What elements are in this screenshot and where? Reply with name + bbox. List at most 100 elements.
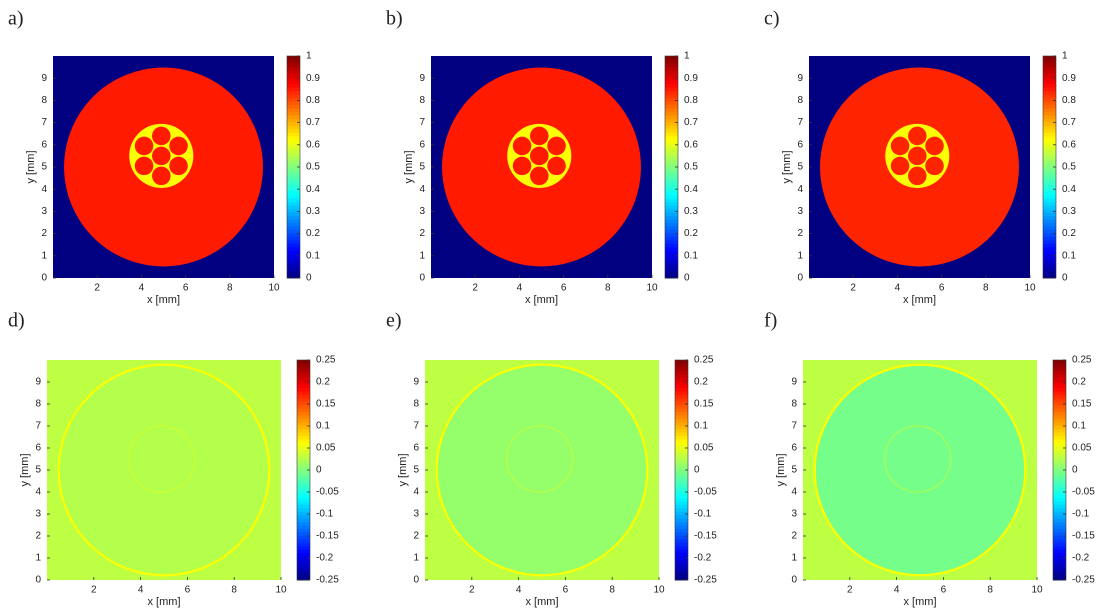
colorbar-tick-label: -0.05 (316, 487, 339, 498)
colorbar-cell (675, 391, 688, 395)
colorbar-cell (297, 388, 310, 392)
colorbar-cell (1043, 250, 1056, 254)
colorbar-tick-label: 0.8 (1062, 95, 1076, 106)
colorbar-cell (1053, 511, 1066, 515)
colorbar-cell (297, 573, 310, 577)
y-tick-label: 5 (419, 162, 425, 173)
colorbar-cell (1053, 449, 1066, 453)
colorbar-tick-label: 0.1 (694, 421, 708, 432)
image (809, 56, 1030, 278)
y-tick-label: 0 (41, 273, 47, 284)
colorbar-cell (1053, 539, 1066, 543)
colorbar-cell (675, 443, 688, 447)
region (925, 137, 944, 156)
colorbar-cell (297, 525, 310, 529)
colorbar-cell (287, 191, 300, 195)
x-axis-label: x [mm] (904, 596, 937, 608)
colorbar-cell (287, 132, 300, 136)
y-axis-label: y [mm] (403, 151, 415, 184)
colorbar-tick-label: -0.25 (316, 575, 339, 586)
region (908, 167, 927, 186)
colorbar-cell (297, 418, 310, 422)
y-tick-label: 3 (413, 509, 419, 520)
colorbar-cell (1053, 487, 1066, 491)
colorbar-cell (675, 518, 688, 522)
colorbar-tick-label: -0.15 (316, 531, 339, 542)
colorbar-cell (665, 195, 678, 199)
panel: c)2468100123456789x [mm]y [mm]00.10.20.3… (764, 8, 1076, 306)
colorbar-cell (675, 559, 688, 563)
colorbar-cell (1053, 394, 1066, 398)
colorbar-cell (1053, 384, 1066, 388)
colorbar-cell (665, 240, 678, 244)
colorbar-cell (665, 66, 678, 70)
colorbar-cell (297, 549, 310, 553)
colorbar-cell (287, 257, 300, 261)
y-tick-label: 9 (419, 73, 425, 84)
colorbar-cell (297, 408, 310, 412)
colorbar-cell (675, 449, 688, 453)
colorbar-cell (1043, 223, 1056, 227)
x-tick-label: 8 (227, 283, 233, 294)
colorbar-cell (287, 98, 300, 102)
y-tick-label: 6 (419, 139, 425, 150)
colorbar-cell (675, 360, 688, 364)
panel-label: a) (8, 8, 24, 30)
colorbar-cell (1053, 532, 1066, 536)
colorbar-cell (675, 394, 688, 398)
colorbar-tick-label: 0.1 (1062, 250, 1076, 261)
colorbar-tick-label: 0.5 (1062, 162, 1076, 173)
colorbar-cell (1053, 559, 1066, 563)
colorbar-cell (1043, 77, 1056, 81)
colorbar-tick-label: 0.6 (1062, 139, 1076, 150)
y-tick-label: 6 (791, 443, 797, 454)
colorbar-cell (297, 473, 310, 477)
colorbar-cell (1053, 388, 1066, 392)
colorbar-cell (1043, 153, 1056, 157)
panel: d)2468100123456789x [mm]y [mm]-0.25-0.2-… (8, 310, 339, 608)
colorbar-cell (1043, 177, 1056, 181)
colorbar-cell (297, 436, 310, 440)
colorbar-cell (665, 198, 678, 202)
colorbar-cell (1043, 118, 1056, 122)
y-tick-label: 2 (413, 531, 419, 542)
colorbar-cell (287, 153, 300, 157)
colorbar-cell (287, 157, 300, 161)
region (547, 157, 566, 176)
x-axis-label: x [mm] (525, 294, 558, 306)
colorbar-cell (297, 504, 310, 508)
colorbar-cell (665, 87, 678, 91)
colorbar-tick-label: 0.25 (1072, 355, 1092, 366)
colorbar-cell (1053, 370, 1066, 374)
colorbar-cell (1053, 436, 1066, 440)
colorbar-cell (287, 170, 300, 174)
colorbar-cell (1043, 63, 1056, 67)
colorbar-cell (1043, 80, 1056, 84)
colorbar-cell (675, 542, 688, 546)
colorbar-tick-label: 0.2 (1062, 228, 1076, 239)
colorbar-cell (287, 129, 300, 133)
colorbar-tick-label: 0.3 (306, 206, 320, 217)
colorbar-cell (1043, 160, 1056, 164)
x-tick-label: 4 (517, 283, 523, 294)
colorbar-cell (1043, 108, 1056, 112)
colorbar-cell (665, 132, 678, 136)
y-tick-label: 0 (419, 273, 425, 284)
colorbar-cell (665, 157, 678, 161)
colorbar-cell (1043, 181, 1056, 185)
colorbar-tick-label: 0 (1072, 465, 1078, 476)
colorbar-cell (287, 209, 300, 213)
colorbar-tick-label: -0.2 (1072, 553, 1090, 564)
colorbar-tick-label: 0.9 (1062, 73, 1076, 84)
colorbar-cell (1053, 456, 1066, 460)
x-axis-label: x [mm] (148, 596, 181, 608)
colorbar-cell (1043, 146, 1056, 150)
y-tick-label: 7 (797, 117, 803, 128)
colorbar-cell (675, 473, 688, 477)
y-tick-label: 0 (797, 273, 803, 284)
colorbar-cell (1053, 515, 1066, 519)
region (891, 137, 910, 156)
colorbar-cell (1053, 566, 1066, 570)
y-tick-label: 2 (41, 228, 47, 239)
x-tick-label: 8 (983, 283, 989, 294)
